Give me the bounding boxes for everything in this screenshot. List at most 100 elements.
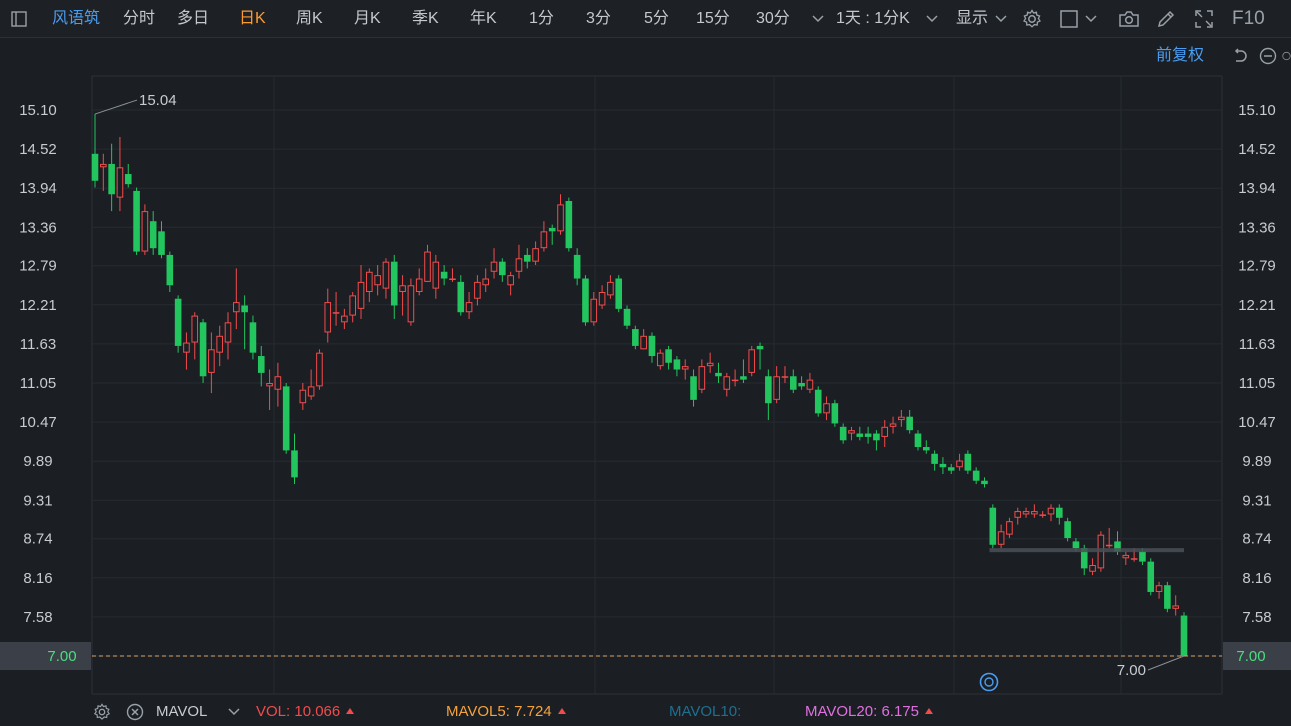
candle-body: [399, 285, 406, 292]
y-tick-label-right: 8.74: [1242, 531, 1271, 548]
candle-body: [839, 426, 847, 441]
candle: [931, 450, 938, 471]
tab-daily-k[interactable]: 日K: [239, 10, 266, 27]
y-tick-label-right: 9.89: [1242, 453, 1271, 470]
candle: [341, 308, 348, 330]
candle-body: [1056, 507, 1063, 518]
y-tick-label-right: 7.58: [1242, 609, 1271, 626]
layout-chevron-icon[interactable]: [1082, 0, 1100, 37]
tab-fenshi[interactable]: 分时: [123, 10, 156, 27]
candle-body: [565, 201, 573, 249]
candle: [582, 275, 589, 326]
candle-body: [465, 302, 473, 313]
candle: [731, 369, 739, 387]
candle-body: [407, 285, 415, 323]
candle: [515, 244, 523, 279]
y-axis-left: 15.10 14.52 13.94 13.36 12.79 12.21 11.63 11.05…: [19, 102, 57, 665]
display-chevron-icon[interactable]: [992, 0, 1010, 37]
candle: [756, 342, 764, 370]
candle-body: [382, 261, 390, 289]
candle: [690, 369, 697, 407]
candle-body: [133, 190, 140, 252]
candle: [474, 275, 481, 306]
camera-screenshot-icon[interactable]: [1116, 0, 1142, 37]
candle: [191, 312, 199, 360]
tab-5min[interactable]: 5分: [644, 10, 669, 27]
tab-weekly-k[interactable]: 周K: [296, 10, 323, 27]
candle: [656, 349, 664, 370]
indicator-settings-gear-icon[interactable]: [92, 702, 112, 722]
candle: [174, 295, 182, 353]
chart-overlay: 7.00 7.00 15.04 7.00: [0, 92, 1291, 692]
candle: [831, 399, 839, 427]
candle: [108, 143, 115, 212]
tab-monthly-k[interactable]: 月K: [354, 10, 381, 27]
indicator-close-icon[interactable]: [125, 702, 145, 722]
candle: [632, 325, 639, 350]
period-select-chevron-icon[interactable]: [922, 0, 942, 37]
layout-square-icon[interactable]: [1056, 0, 1082, 37]
candle: [889, 416, 897, 434]
tab-30min[interactable]: 30分: [756, 10, 790, 27]
candle-body: [349, 295, 357, 316]
stock-name[interactable]: 风语筑: [52, 10, 101, 27]
candle: [1122, 551, 1130, 565]
candle-body: [765, 376, 772, 404]
candle: [457, 275, 465, 316]
candle-body: [1164, 585, 1171, 609]
indicator-name[interactable]: MAVOL: [156, 703, 208, 720]
vol-label: VOL:: [256, 703, 291, 720]
indicator-chevron-icon[interactable]: [224, 702, 244, 722]
candle-body: [715, 372, 722, 377]
candle: [257, 345, 265, 387]
candle: [424, 244, 431, 282]
candle: [1064, 517, 1071, 542]
candle-body: [499, 261, 506, 276]
y-tick-label-left: 8.16: [23, 570, 52, 587]
y-tick-label-right: 12.21: [1238, 297, 1276, 314]
f10-button[interactable]: F10: [1232, 8, 1265, 29]
display-menu[interactable]: 显示: [956, 10, 989, 27]
mavol10-readout: MAVOL10:: [669, 698, 741, 726]
draw-pencil-icon[interactable]: [1154, 0, 1178, 37]
vol-up-arrow-icon: [346, 708, 355, 715]
zoom-in-icon[interactable]: [1282, 46, 1291, 66]
candle-body: [249, 322, 257, 353]
candle: [939, 457, 947, 474]
tab-15min[interactable]: 15分: [696, 10, 730, 27]
tab-1min[interactable]: 1分: [529, 10, 554, 27]
candle: [839, 423, 847, 444]
candle-body: [964, 453, 972, 471]
sidebar-toggle-icon[interactable]: [8, 0, 30, 37]
candle-body: [864, 433, 872, 437]
fullscreen-expand-icon[interactable]: [1192, 0, 1216, 37]
candle: [706, 352, 714, 373]
candle-body: [91, 153, 99, 181]
candle: [208, 332, 215, 394]
undo-icon[interactable]: [1230, 46, 1250, 66]
mavol20-value: 6.175: [881, 703, 919, 720]
tab-quarterly-k[interactable]: 季K: [412, 10, 439, 27]
adjust-mode-button[interactable]: 前复权: [1156, 47, 1205, 64]
candle-body: [823, 403, 830, 414]
candle: [748, 345, 756, 377]
candle: [100, 153, 107, 191]
period-select[interactable]: 1天 : 1分K: [836, 10, 910, 27]
candle-body: [898, 416, 905, 421]
more-periods-chevron-icon[interactable]: [808, 0, 828, 37]
tab-yearly-k[interactable]: 年K: [470, 10, 497, 27]
y-tick-label-right: 11.63: [1239, 336, 1275, 353]
candle-body: [224, 322, 232, 343]
settings-gear-icon[interactable]: [1020, 0, 1044, 37]
candle-body: [956, 460, 963, 468]
tab-3min[interactable]: 3分: [586, 10, 611, 27]
candle: [1172, 595, 1179, 616]
candle-body: [166, 254, 174, 286]
candle: [366, 268, 373, 303]
candle-body: [590, 298, 598, 323]
candlestick-chart[interactable]: 15.10 14.52 13.94 13.36 12.79 12.21 11.63 11.05…: [0, 0, 1291, 698]
candle: [823, 396, 830, 421]
candle: [440, 265, 448, 286]
zoom-out-icon[interactable]: [1258, 46, 1278, 66]
tab-duori[interactable]: 多日: [177, 10, 210, 27]
